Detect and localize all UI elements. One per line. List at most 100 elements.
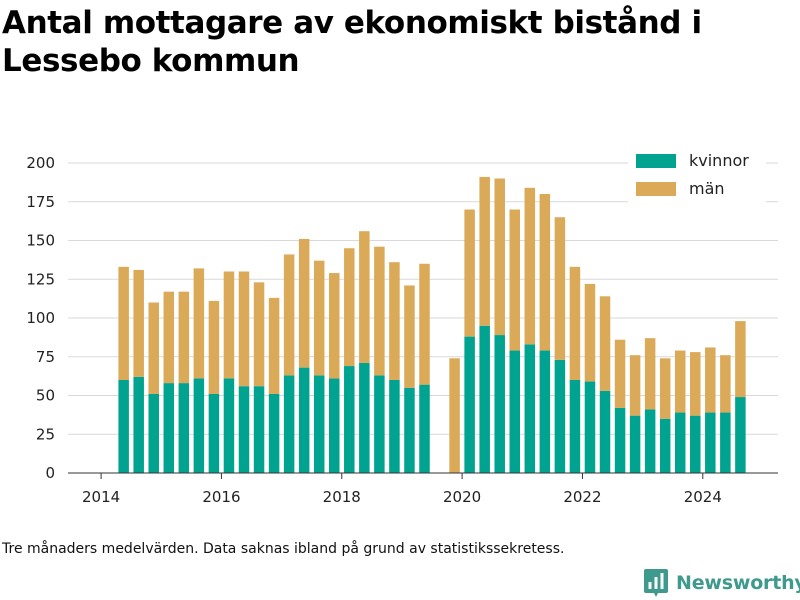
- bar-segment-män: [735, 321, 746, 398]
- legend-swatch-kvinnor: [636, 154, 676, 168]
- y-tick-label: 25: [36, 425, 55, 443]
- y-tick-label: 150: [26, 232, 55, 250]
- bar-segment-män: [253, 282, 265, 387]
- bar-segment-män: [644, 338, 656, 410]
- newsworthy-logo-icon: [644, 569, 668, 597]
- bar-segment-kvinnor: [313, 375, 325, 473]
- bar-segment-män: [419, 263, 430, 385]
- bars: [118, 176, 746, 473]
- bar-segment-män: [283, 254, 295, 376]
- bar-segment-män: [524, 187, 536, 345]
- bar-segment-män: [268, 297, 280, 394]
- bar-segment-kvinnor: [554, 359, 566, 473]
- bar-segment-män: [494, 178, 505, 336]
- bar-segment-kvinnor: [659, 418, 671, 473]
- x-tick-label: 2020: [443, 488, 481, 506]
- bar-segment-män: [313, 260, 325, 376]
- bar-segment-män: [118, 266, 129, 380]
- bar-segment-män: [569, 266, 581, 380]
- bar-segment-kvinnor: [329, 378, 340, 473]
- bar-segment-män: [705, 347, 716, 413]
- bar-segment-kvinnor: [690, 415, 701, 473]
- bar-segment-kvinnor: [268, 393, 280, 473]
- bar-segment-kvinnor: [539, 350, 551, 473]
- bar-segment-män: [298, 238, 310, 368]
- x-tick-label: 2018: [323, 488, 361, 506]
- bar-segment-män: [539, 194, 551, 351]
- bar-segment-kvinnor: [193, 378, 205, 473]
- bar-segment-män: [509, 209, 521, 351]
- bar-segment-män: [344, 248, 355, 367]
- bar-segment-kvinnor: [494, 335, 505, 473]
- footnote: Tre månaders medelvärden. Data saknas ib…: [2, 541, 565, 557]
- y-axis-ticks: 0 25 50 75 100 125 150 175 200: [26, 154, 55, 482]
- legend: kvinnor män: [628, 145, 766, 203]
- bar-segment-kvinnor: [419, 384, 430, 473]
- bar-segment-kvinnor: [223, 378, 235, 473]
- bar-segment-kvinnor: [509, 350, 521, 473]
- bar-segment-kvinnor: [133, 376, 144, 473]
- bar-segment-män: [193, 268, 205, 379]
- bar-segment-män: [614, 339, 626, 408]
- bar-segment-kvinnor: [163, 383, 175, 473]
- bar-segment-kvinnor: [599, 390, 611, 473]
- bar-segment-män: [674, 350, 686, 413]
- bar-segment-kvinnor: [464, 336, 475, 473]
- bar-segment-kvinnor: [569, 380, 581, 473]
- y-tick-label: 50: [36, 387, 55, 405]
- bar-segment-kvinnor: [178, 383, 190, 473]
- chart-title: Antal mottagare av ekonomiskt bistånd i …: [2, 5, 702, 79]
- x-tick-label: 2014: [82, 488, 120, 506]
- bar-segment-kvinnor: [629, 415, 641, 473]
- bar-segment-kvinnor: [283, 375, 295, 473]
- bar-segment-män: [449, 358, 460, 473]
- bar-segment-kvinnor: [705, 412, 716, 473]
- bar-segment-män: [163, 291, 175, 384]
- bar-segment-män: [720, 355, 731, 413]
- bar-segment-kvinnor: [148, 393, 159, 473]
- bar-segment-män: [479, 176, 490, 326]
- brand-name: Newsworthy: [676, 572, 800, 594]
- bar-segment-män: [148, 302, 159, 394]
- bar-segment-kvinnor: [404, 387, 415, 473]
- x-axis-ticks: 2014 2016 2018 2020 2022 2024: [82, 473, 722, 506]
- bar-segment-kvinnor: [524, 344, 536, 473]
- legend-swatch-män: [636, 182, 676, 196]
- bar-segment-män: [329, 273, 340, 379]
- bar-segment-män: [629, 355, 641, 416]
- bar-segment-män: [599, 296, 611, 391]
- bar-segment-män: [464, 209, 475, 337]
- bar-segment-kvinnor: [253, 386, 265, 473]
- bar-segment-kvinnor: [359, 362, 370, 473]
- bar-segment-kvinnor: [374, 375, 385, 473]
- y-tick-label: 125: [26, 270, 55, 288]
- bar-segment-män: [659, 358, 671, 419]
- x-tick-label: 2016: [202, 488, 240, 506]
- bar-segment-män: [584, 283, 596, 382]
- bar-segment-män: [133, 269, 144, 377]
- bar-segment-män: [690, 352, 701, 416]
- bar-segment-män: [389, 262, 400, 380]
- y-tick-label: 200: [26, 154, 55, 172]
- bar-segment-män: [238, 271, 250, 387]
- bar-segment-kvinnor: [644, 409, 656, 473]
- brand[interactable]: Newsworthy: [644, 568, 800, 598]
- bar-segment-män: [359, 231, 370, 363]
- bar-segment-kvinnor: [479, 325, 490, 473]
- bar-segment-kvinnor: [735, 397, 746, 473]
- bar-segment-kvinnor: [118, 380, 129, 473]
- bar-segment-män: [223, 271, 235, 379]
- bar-segment-kvinnor: [298, 367, 310, 473]
- bar-segment-kvinnor: [614, 407, 626, 473]
- x-tick-label: 2024: [684, 488, 722, 506]
- bar-segment-män: [208, 300, 220, 394]
- bar-segment-kvinnor: [674, 412, 686, 473]
- bar-segment-män: [404, 285, 415, 388]
- legend-label-män: män: [689, 179, 725, 198]
- bar-segment-män: [178, 291, 190, 384]
- y-tick-label: 0: [45, 464, 55, 482]
- bar-segment-kvinnor: [720, 412, 731, 473]
- bar-segment-kvinnor: [208, 393, 220, 473]
- bar-segment-kvinnor: [389, 380, 400, 473]
